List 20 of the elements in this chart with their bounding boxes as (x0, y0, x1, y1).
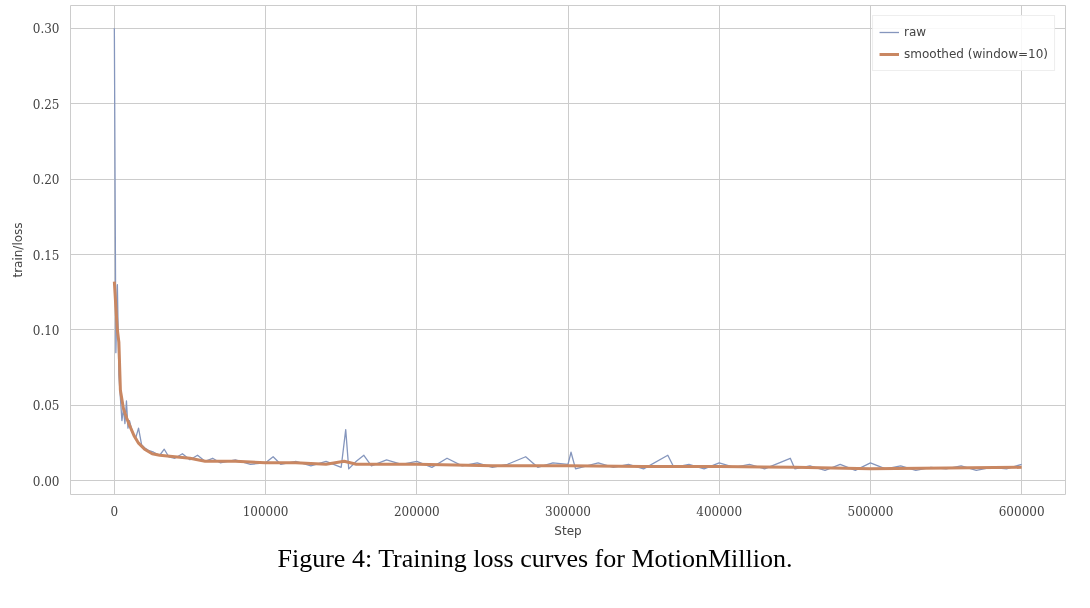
y-tick-label: 0.10 (32, 323, 60, 338)
y-axis-title: train/loss (10, 222, 25, 278)
caption: Figure 4: Training loss curves for MotionMillion. (277, 543, 793, 575)
x-tick-label: 500000 (847, 504, 894, 519)
x-tick-label: 100000 (242, 504, 289, 519)
y-tick-label: 0.30 (32, 22, 60, 37)
x-tick-label: 200000 (393, 504, 440, 519)
y-tick-label: 0.05 (32, 399, 60, 414)
x-tick-label: 400000 (696, 504, 743, 519)
x-axis-title: Step (554, 523, 582, 538)
legend-label: raw (904, 25, 927, 39)
y-tick-label: 0.00 (32, 474, 60, 489)
y-tick-label: 0.20 (32, 173, 60, 188)
line-series (112, 280, 1024, 471)
legend-label: smoothed (window=10) (904, 47, 1048, 61)
y-tick-label: 0.15 (32, 248, 60, 263)
y-tick-label: 0.25 (32, 97, 60, 112)
x-tick-label: 600000 (998, 504, 1045, 519)
x-tick-label: 0 (110, 504, 119, 519)
x-tick-label: 300000 (545, 504, 591, 519)
